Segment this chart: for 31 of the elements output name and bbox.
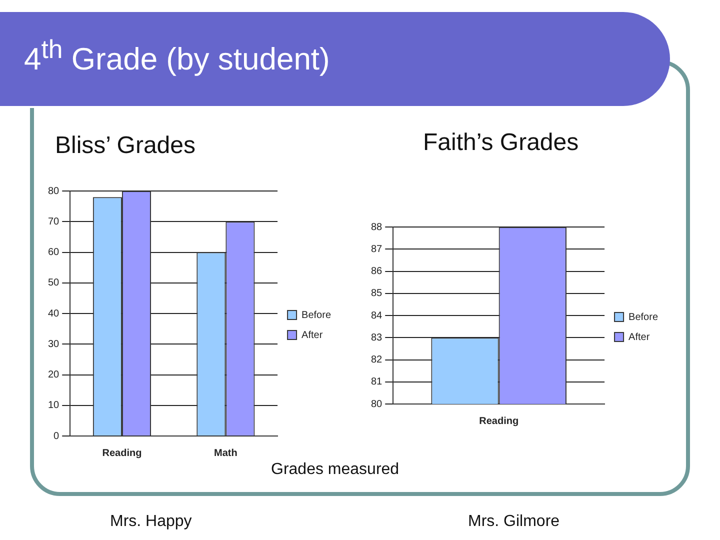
- legend-label: Before: [302, 310, 332, 321]
- y-tick-label: 10: [48, 400, 60, 412]
- y-tick-label: 87: [371, 244, 383, 255]
- y-tick-label: 40: [48, 308, 60, 320]
- y-tick-label: 83: [371, 332, 383, 344]
- y-tick-label: 30: [48, 338, 60, 350]
- y-tick-label: 86: [371, 266, 383, 277]
- x-tick-label: Reading: [479, 416, 519, 427]
- text: Mrs. Gilmore: [468, 513, 560, 531]
- y-tick-label: 84: [371, 310, 383, 322]
- y-tick-label: 50: [48, 278, 60, 289]
- y-tick-label: 85: [371, 288, 383, 300]
- y-tick-label: 70: [48, 216, 60, 228]
- y-tick-label: 82: [371, 354, 383, 366]
- text: Mrs. Happy: [110, 513, 192, 531]
- y-tick-label: 80: [371, 398, 383, 410]
- legend-label: After: [302, 330, 324, 341]
- y-tick-label: 20: [48, 370, 60, 380]
- text: Grades measured: [271, 461, 400, 479]
- legend-label: After: [628, 332, 650, 343]
- x-tick-label: Reading: [102, 448, 142, 459]
- y-tick-label: 60: [48, 247, 60, 258]
- x-tick-label: Math: [214, 448, 238, 459]
- chart-title: Faith’s Grades: [423, 129, 579, 157]
- y-tick-label: 81: [371, 376, 383, 388]
- y-tick-label: 80: [48, 186, 60, 197]
- text: 4$^{th}$ Grade (by student): [24, 36, 330, 78]
- legend-label: Before: [628, 312, 658, 323]
- chart-title: Bliss’ Grades: [55, 132, 196, 160]
- y-tick-label: 88: [371, 222, 383, 233]
- y-tick-label: 0: [54, 430, 60, 442]
